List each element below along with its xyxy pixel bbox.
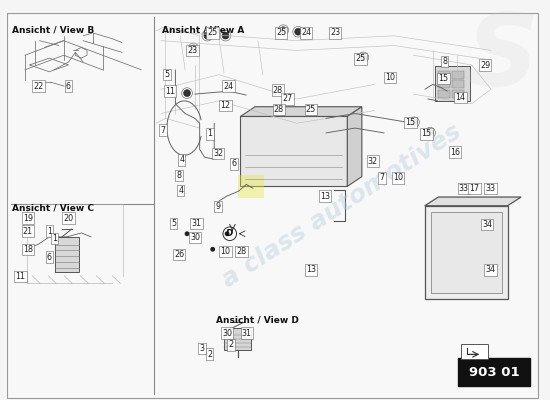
Text: 10: 10 bbox=[385, 73, 395, 82]
Text: 3: 3 bbox=[200, 344, 205, 353]
Text: 24: 24 bbox=[301, 28, 311, 38]
Text: 8: 8 bbox=[177, 171, 182, 180]
Text: 5: 5 bbox=[171, 219, 176, 228]
Bar bbox=[438, 90, 450, 98]
Bar bbox=[458, 358, 531, 386]
Text: 6: 6 bbox=[47, 252, 52, 262]
Text: 11: 11 bbox=[165, 87, 175, 96]
Text: 4: 4 bbox=[179, 156, 184, 164]
Text: Ansicht / View D: Ansicht / View D bbox=[217, 315, 299, 324]
Text: 22: 22 bbox=[34, 82, 43, 91]
Text: 15: 15 bbox=[405, 118, 415, 127]
Circle shape bbox=[222, 32, 229, 39]
Circle shape bbox=[190, 45, 197, 52]
Text: 25: 25 bbox=[306, 105, 316, 114]
Circle shape bbox=[225, 231, 229, 236]
Text: 33: 33 bbox=[459, 184, 469, 193]
Text: 1: 1 bbox=[52, 234, 57, 243]
Bar bbox=[425, 206, 508, 299]
Bar bbox=[224, 328, 251, 350]
Text: 34: 34 bbox=[486, 265, 496, 274]
Text: 32: 32 bbox=[213, 149, 223, 158]
Text: 28: 28 bbox=[274, 105, 284, 114]
Text: 18: 18 bbox=[23, 245, 33, 254]
Text: 24: 24 bbox=[224, 82, 234, 91]
Text: 28: 28 bbox=[273, 86, 283, 94]
Text: 13: 13 bbox=[320, 192, 330, 200]
Text: 9: 9 bbox=[216, 202, 221, 211]
Text: 8: 8 bbox=[442, 57, 447, 66]
Polygon shape bbox=[240, 107, 362, 116]
Text: 31: 31 bbox=[242, 329, 252, 338]
Text: 23: 23 bbox=[188, 46, 197, 55]
Text: 17: 17 bbox=[469, 184, 480, 193]
Circle shape bbox=[360, 54, 367, 61]
Text: 7: 7 bbox=[379, 173, 384, 182]
Circle shape bbox=[280, 27, 287, 34]
Text: a class automotives: a class automotives bbox=[218, 120, 466, 292]
Circle shape bbox=[427, 129, 433, 136]
Bar bbox=[436, 66, 470, 101]
Polygon shape bbox=[347, 107, 362, 186]
Bar bbox=[438, 71, 450, 78]
Text: 33: 33 bbox=[486, 184, 496, 193]
Text: Ansicht / View C: Ansicht / View C bbox=[13, 204, 95, 213]
Circle shape bbox=[295, 28, 301, 35]
Bar bbox=[55, 237, 79, 272]
Text: 27: 27 bbox=[282, 94, 293, 104]
Text: 20: 20 bbox=[63, 214, 74, 223]
Text: 19: 19 bbox=[23, 214, 33, 223]
Text: 34: 34 bbox=[482, 220, 492, 229]
Text: 25: 25 bbox=[207, 28, 218, 38]
Text: S: S bbox=[466, 10, 538, 107]
Text: 10: 10 bbox=[221, 247, 230, 256]
Text: 28: 28 bbox=[236, 247, 246, 256]
Bar bbox=[431, 212, 502, 293]
Text: 13: 13 bbox=[306, 265, 316, 274]
Bar bbox=[461, 344, 488, 359]
Text: 12: 12 bbox=[221, 101, 230, 110]
Bar bbox=[452, 71, 464, 78]
Bar bbox=[452, 80, 464, 88]
Text: 2: 2 bbox=[207, 350, 212, 359]
Text: 4: 4 bbox=[178, 186, 183, 195]
Text: 26: 26 bbox=[174, 250, 184, 259]
Text: Ansicht / View A: Ansicht / View A bbox=[162, 25, 244, 34]
Circle shape bbox=[411, 119, 417, 126]
Text: 23: 23 bbox=[330, 28, 340, 38]
Text: 31: 31 bbox=[191, 219, 202, 228]
Text: 32: 32 bbox=[368, 156, 378, 166]
Text: 6: 6 bbox=[232, 159, 236, 168]
Text: 15: 15 bbox=[438, 74, 448, 83]
Circle shape bbox=[204, 32, 211, 39]
Text: 1: 1 bbox=[207, 130, 212, 138]
Text: 1: 1 bbox=[47, 226, 52, 236]
Text: 10: 10 bbox=[393, 173, 403, 182]
Text: 5: 5 bbox=[164, 70, 169, 79]
Text: 7: 7 bbox=[161, 126, 166, 134]
Text: 30: 30 bbox=[222, 329, 232, 338]
Circle shape bbox=[210, 247, 215, 252]
Text: 14: 14 bbox=[455, 93, 465, 102]
Text: 25: 25 bbox=[355, 54, 366, 64]
Text: 25: 25 bbox=[276, 28, 286, 38]
Circle shape bbox=[184, 90, 190, 96]
Bar bbox=[438, 80, 450, 88]
Text: 11: 11 bbox=[15, 272, 25, 281]
Polygon shape bbox=[425, 197, 521, 206]
Bar bbox=[240, 116, 347, 186]
Text: D: D bbox=[226, 229, 233, 238]
Text: 29: 29 bbox=[480, 61, 490, 70]
Circle shape bbox=[185, 231, 190, 236]
Text: 21: 21 bbox=[23, 226, 33, 236]
Text: 6: 6 bbox=[66, 82, 71, 91]
Text: 30: 30 bbox=[190, 233, 200, 242]
Bar bbox=[238, 175, 265, 198]
Text: 15: 15 bbox=[421, 130, 431, 138]
Text: 2: 2 bbox=[228, 340, 233, 349]
Text: 903 01: 903 01 bbox=[469, 366, 520, 379]
Bar bbox=[452, 90, 464, 98]
Text: 16: 16 bbox=[450, 148, 460, 157]
Text: Ansicht / View B: Ansicht / View B bbox=[13, 25, 95, 34]
